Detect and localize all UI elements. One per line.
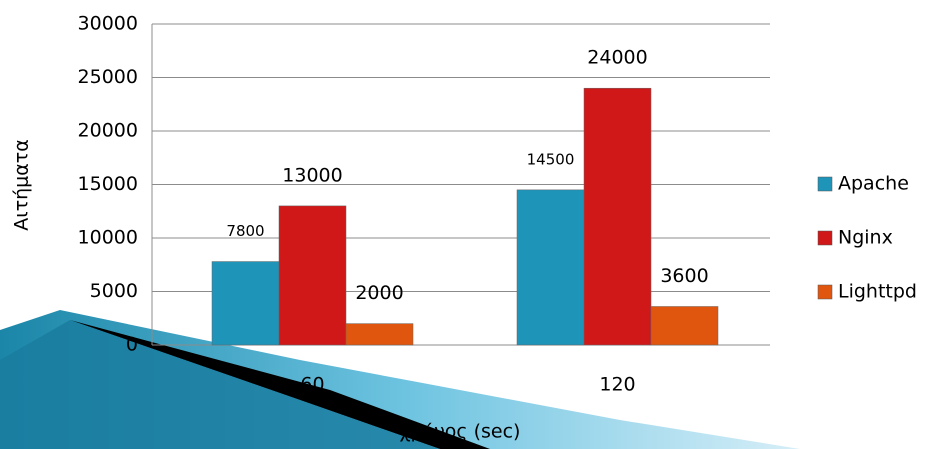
y-tick-label: 15000: [78, 173, 138, 195]
y-tick-label: 5000: [90, 280, 138, 302]
value-label: 7800: [226, 222, 264, 240]
value-label: 14500: [527, 150, 575, 168]
value-label: 2000: [355, 282, 403, 304]
legend-label: Lighttpd: [838, 281, 917, 303]
y-axis-label: Αιτήματα: [11, 139, 33, 230]
legend-label: Apache: [838, 173, 909, 195]
x-axis-label: χρόνος (sec): [400, 421, 521, 443]
y-tick-label: 0: [126, 334, 138, 356]
value-label: 13000: [282, 164, 342, 186]
legend-swatch: [817, 176, 833, 192]
value-label: 24000: [587, 47, 647, 69]
legend-swatch: [817, 230, 833, 246]
y-tick-label: 25000: [78, 66, 138, 88]
bar: [516, 189, 585, 346]
bar: [211, 261, 280, 346]
bar: [650, 306, 719, 346]
y-tick-label: 30000: [78, 13, 138, 35]
legend-swatch: [817, 284, 833, 300]
bar: [278, 205, 347, 346]
x-tick-label: 60: [300, 374, 324, 396]
bar: [345, 323, 414, 346]
value-label: 3600: [660, 265, 708, 287]
legend-label: Nginx: [838, 227, 893, 249]
x-tick-label: 120: [599, 374, 635, 396]
y-tick-label: 20000: [78, 120, 138, 142]
bar: [583, 87, 652, 346]
y-tick-label: 10000: [78, 227, 138, 249]
